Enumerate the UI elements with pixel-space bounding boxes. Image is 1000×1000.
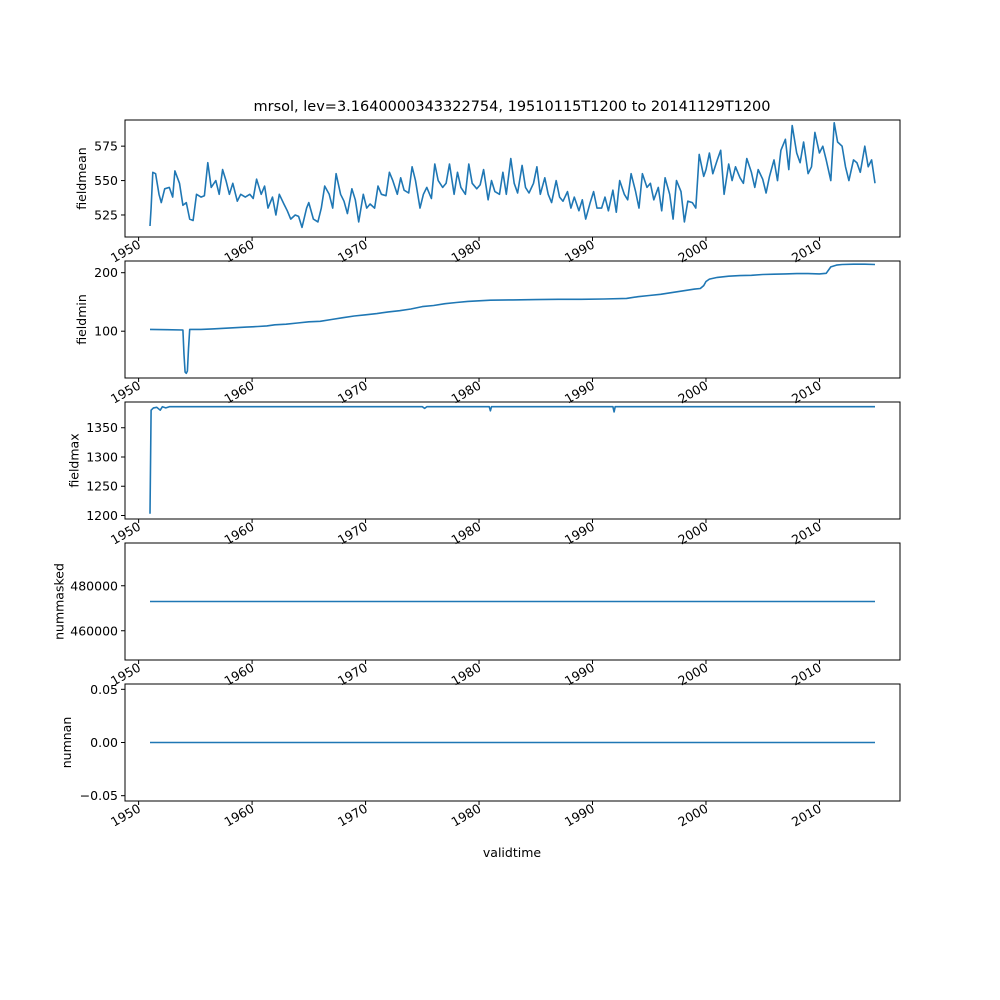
y-tick-label: 525	[94, 207, 118, 222]
x-tick-label: 2000	[675, 801, 710, 830]
series-line-fieldmin	[149, 263, 876, 375]
y-axis-label: nummasked	[51, 563, 66, 640]
y-tick-label: 0.05	[90, 682, 118, 697]
y-tick-label: 460000	[70, 623, 118, 638]
y-axis-label: fieldmean	[74, 147, 89, 209]
panel-numnan: −0.05 0.00 0.05 1950 1960 1970 1980 1990 2000 201…	[59, 682, 901, 830]
plot-frame	[124, 542, 901, 661]
y-axis-label: fieldmax	[67, 433, 82, 487]
y-tick-label: −0.05	[80, 788, 118, 803]
plot-frame	[124, 260, 901, 379]
y-tick-label: 575	[94, 139, 118, 154]
plot-frame	[124, 119, 901, 238]
chart-panels: 525 550 575 1950 1960 1970 1980 1990 2000 2010 fie…	[51, 119, 901, 830]
y-tick-label: 0.00	[90, 735, 118, 750]
y-tick-label: 1200	[86, 508, 118, 523]
y-tick-label: 1250	[86, 479, 118, 494]
y-axis-label: fieldmin	[74, 294, 89, 345]
y-tick-label: 200	[94, 265, 118, 280]
y-axis-label: numnan	[59, 717, 74, 769]
plot-frame	[124, 401, 901, 520]
chart-title: mrsol, lev=3.1640000343322754, 19510115T…	[254, 99, 771, 115]
y-tick-label: 100	[94, 324, 118, 339]
x-tick-label: 1960	[222, 801, 257, 830]
x-tick-label: 1990	[562, 801, 597, 830]
x-tick-label: 2010	[789, 801, 824, 830]
y-tick-label: 550	[94, 173, 118, 188]
series-line-fieldmax	[149, 405, 875, 514]
series-line-fieldmean	[149, 122, 876, 229]
y-tick-label: 1300	[86, 449, 118, 464]
y-tick-label: 1350	[86, 420, 118, 435]
x-tick-label: 1970	[335, 801, 370, 830]
x-axis-label: validtime	[483, 845, 541, 860]
x-tick-label: 1980	[448, 801, 483, 830]
y-tick-label: 480000	[70, 578, 118, 593]
x-tick-label: 1950	[108, 801, 143, 830]
